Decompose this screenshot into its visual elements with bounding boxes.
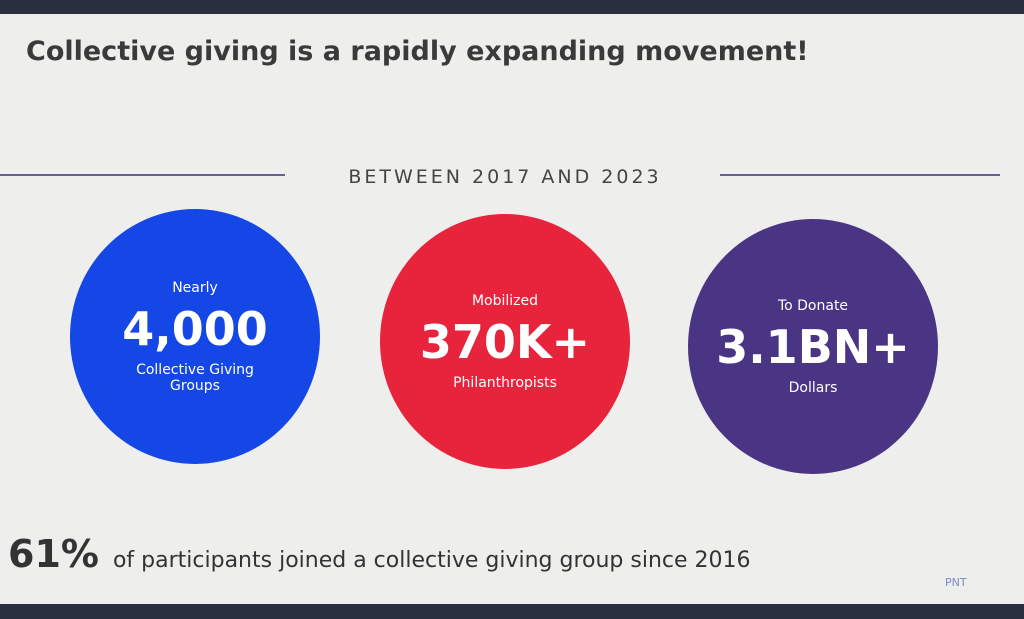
stat-circle: Nearly 4,000 Collective Giving Groups [70,209,320,464]
logo: PNT [945,576,967,589]
rule-right [720,174,1000,176]
stat-circle: To Donate 3.1BN+ Dollars [688,219,938,474]
stat-post: Collective Giving Groups [136,361,254,394]
stat-value: 4,000 [122,301,268,356]
stat-pre: To Donate [777,297,849,314]
stat-value: 3.1BN+ [716,319,910,374]
footer-figure: 61% [8,532,99,576]
stat-post: Dollars [788,379,838,396]
rule-left [0,174,285,176]
stat-value: 370K+ [419,314,591,369]
stat-post: Philanthropists [453,374,557,391]
title: Collective giving is a rapidly expanding… [26,36,809,67]
stat-pre: Mobilized [471,292,539,309]
footer-text: of participants joined a collective givi… [112,548,751,573]
stat-pre: Nearly [172,279,218,296]
slide: Collective giving is a rapidly expanding… [0,14,1024,604]
stat-circle: Mobilized 370K+ Philanthropists [380,214,630,469]
divider-label: BETWEEN 2017 AND 2023 [348,166,662,188]
footer: 61% of participants joined a collective g… [8,532,751,576]
